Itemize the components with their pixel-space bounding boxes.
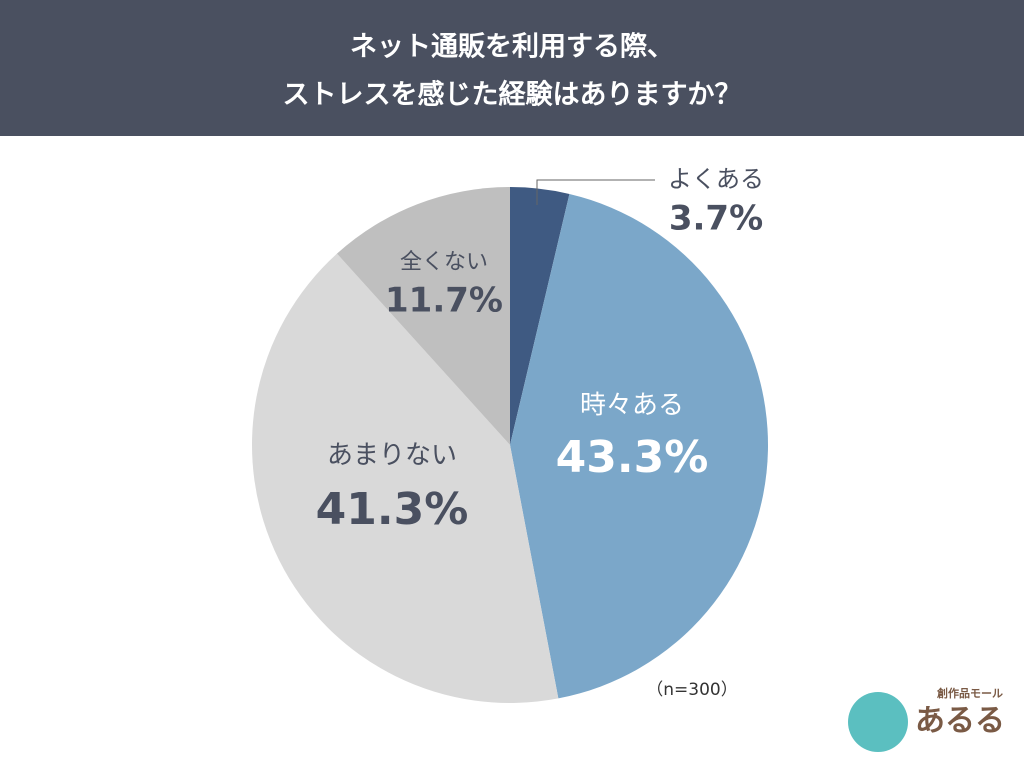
- pie-slice: [252, 253, 559, 703]
- value-label: 43.3%: [556, 432, 709, 483]
- chart-title: ネット通販を利用する際、: [350, 32, 674, 63]
- pie-slice: [510, 193, 768, 699]
- slice-label: あまりない: [327, 441, 457, 471]
- logo-badge: [848, 692, 908, 752]
- annotation: （n=300）: [646, 680, 737, 700]
- chart-title: ストレスを感じた経験はありますか？: [283, 79, 742, 111]
- pie: [252, 187, 768, 703]
- value-label: 11.7%: [385, 281, 503, 321]
- value-label: 41.3%: [316, 484, 469, 535]
- slice-label: よくある: [668, 165, 764, 193]
- leader-line: [536, 179, 655, 205]
- pie-slice: [510, 187, 570, 445]
- logo-tagline: 創作品モール: [936, 686, 1003, 700]
- slice-label: 時々ある: [580, 391, 684, 421]
- header-bar: [0, 0, 1024, 136]
- logo-name: あるる: [915, 704, 1005, 739]
- pie-slice: [336, 187, 510, 445]
- logo: 創作品モール あるる: [848, 686, 1005, 752]
- slice-label: 全くない: [400, 250, 488, 275]
- value-label: 3.7%: [669, 199, 763, 239]
